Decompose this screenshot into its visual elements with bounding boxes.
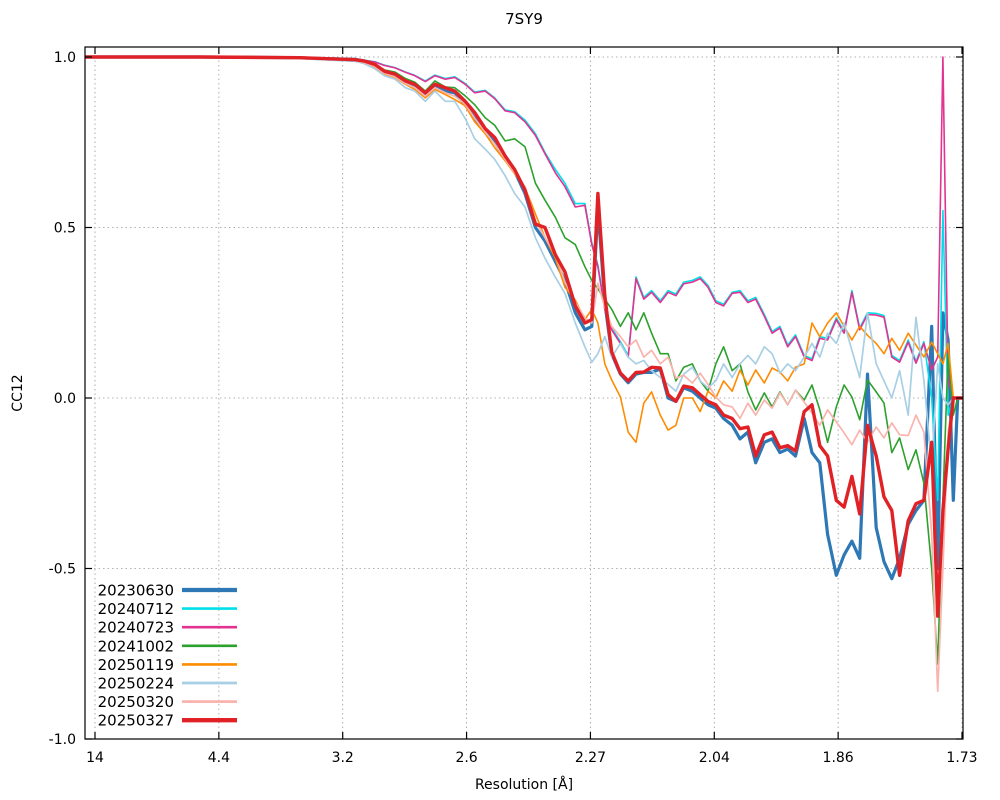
x-tick-label: 4.4: [208, 750, 230, 766]
x-tick-label: 2.6: [455, 750, 477, 766]
chart-title: 7SY9: [505, 10, 543, 28]
series-line-20250327: [85, 55, 963, 618]
x-tick-label: 2.04: [699, 750, 730, 766]
plot-border: [84, 46, 964, 740]
series-line-20250320: [85, 56, 963, 693]
legend-label-20240712: 20240712: [98, 600, 174, 618]
y-tick-label: -0.5: [49, 562, 76, 578]
y-axis-label: CC12: [10, 374, 26, 411]
legend-label-20241002: 20241002: [98, 637, 174, 655]
x-tick-label: 1.73: [946, 750, 977, 766]
series-line-20250224: [85, 56, 963, 468]
y-tick-label: 0.5: [54, 221, 76, 237]
legend-label-20250327: 20250327: [98, 712, 174, 730]
series-line-20241002: [85, 56, 963, 665]
series-line-20230630: [85, 55, 963, 581]
y-tick-label: 0.0: [54, 391, 76, 407]
x-axis-label: Resolution [Å]: [475, 776, 573, 793]
legend-label-20230630: 20230630: [98, 582, 174, 600]
y-tick-label: -1.0: [49, 732, 76, 748]
x-tick-label: 3.2: [332, 750, 354, 766]
x-tick-label: 1.86: [823, 750, 854, 766]
x-tick-label: 14: [86, 750, 104, 766]
series-line-20250119: [85, 56, 963, 444]
legend-label-20240723: 20240723: [98, 619, 174, 637]
legend-label-20250119: 20250119: [98, 656, 174, 674]
y-tick-label: 1.0: [54, 50, 76, 66]
x-tick-label: 2.27: [575, 750, 606, 766]
series-line-20240723: [85, 56, 963, 399]
series-line-20240712: [85, 56, 963, 502]
legend-label-20250224: 20250224: [98, 675, 174, 693]
legend-label-20250320: 20250320: [98, 693, 174, 711]
